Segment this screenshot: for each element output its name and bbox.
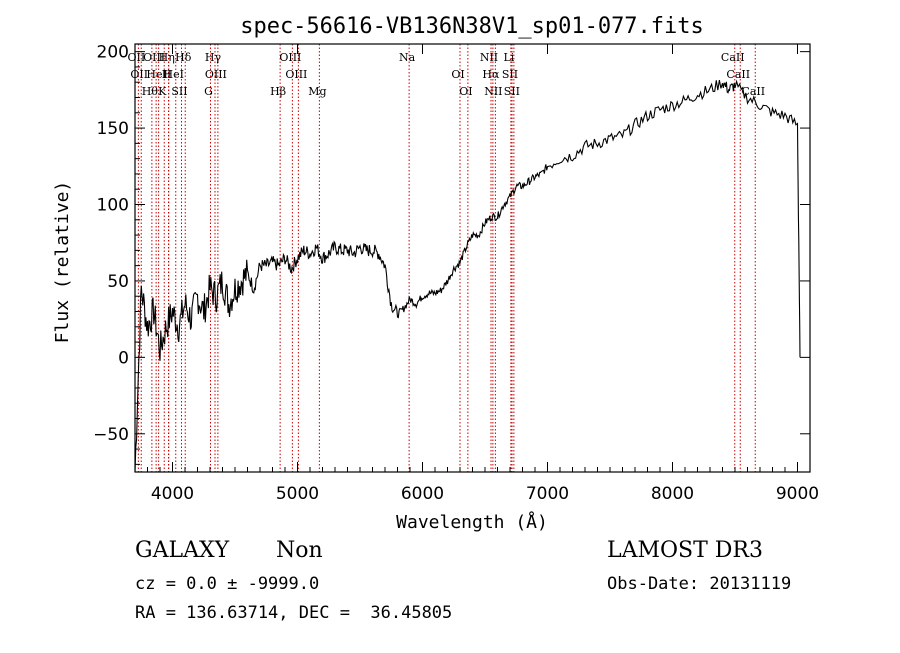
spectrum-line [134, 79, 801, 473]
line-marker-label: NII [480, 51, 498, 64]
y-axis-label: Flux (relative) [52, 181, 73, 344]
line-marker-label: CaII [726, 68, 750, 81]
coordinates-text: RA = 136.63714, DEC = 36.45805 [135, 603, 453, 623]
line-marker-label: Na [399, 51, 416, 64]
line-marker-label: Hα [482, 68, 500, 81]
survey-name: LAMOST DR3 [607, 538, 763, 563]
line-marker-label: OIII [205, 68, 227, 81]
y-axis-ticks: −50 0 50 100 150 200 [93, 43, 810, 465]
line-marker-label: CaII [721, 51, 745, 64]
line-marker-label: H [162, 68, 172, 81]
line-marker-label: SII [171, 85, 187, 98]
x-tick-label: 7000 [526, 484, 569, 504]
line-marker-labels: OIIOIIHθOIIIHeIKHηHeISIIHδHGHγOIIIHβOIII… [128, 51, 766, 98]
line-marker-label: OI [459, 85, 472, 98]
x-tick-label: 4000 [151, 484, 194, 504]
object-subclass: Non [276, 538, 323, 563]
y-tick-label: −50 [93, 425, 129, 445]
y-tick-label: 200 [97, 43, 129, 63]
observation-date: Obs-Date: 20131119 [607, 574, 792, 594]
line-marker-label: HeI [164, 68, 184, 81]
line-marker-label: SII [502, 68, 518, 81]
line-marker-label: NII [484, 85, 502, 98]
x-axis-ticks: 4000 5000 6000 7000 8000 9000 [147, 44, 819, 504]
line-marker-label: Mg [308, 85, 326, 98]
line-marker-label: G [204, 85, 213, 98]
line-marker-label: Hδ [175, 51, 192, 64]
y-tick-label: 0 [118, 348, 129, 368]
line-marker-label: Hθ [142, 85, 159, 98]
plot-frame [134, 43, 811, 473]
line-marker-label: HeI [146, 68, 166, 81]
x-axis-label: Wavelength (Å) [396, 511, 548, 533]
y-tick-label: 100 [97, 196, 129, 216]
line-marker-label: Li [503, 51, 514, 64]
line-marker-label: Hη [159, 51, 175, 64]
line-marker-label: SII [504, 85, 520, 98]
x-tick-label: 6000 [401, 484, 444, 504]
x-tick-label: 5000 [276, 484, 319, 504]
x-tick-label: 8000 [651, 484, 694, 504]
chart-title: spec-56616-VB136N38V1_sp01-077.fits [240, 14, 704, 39]
line-marker-label: CaII [741, 85, 765, 98]
y-tick-label: 150 [97, 119, 129, 139]
line-markers [137, 44, 756, 472]
line-marker-label: Hβ [270, 85, 286, 98]
line-marker-label: OII [128, 51, 146, 64]
line-marker-label: OI [451, 68, 464, 81]
line-marker-label: K [158, 85, 167, 98]
line-marker-label: OIII [143, 51, 165, 64]
x-tick-label: 9000 [776, 484, 819, 504]
line-marker-label: OIII [279, 51, 301, 64]
line-marker-label: Hγ [205, 51, 222, 64]
object-class: GALAXY [135, 538, 230, 563]
line-marker-label: OIII [285, 68, 307, 81]
redshift-text: cz = 0.0 ± -9999.0 [135, 574, 320, 594]
y-tick-label: 50 [107, 272, 129, 292]
